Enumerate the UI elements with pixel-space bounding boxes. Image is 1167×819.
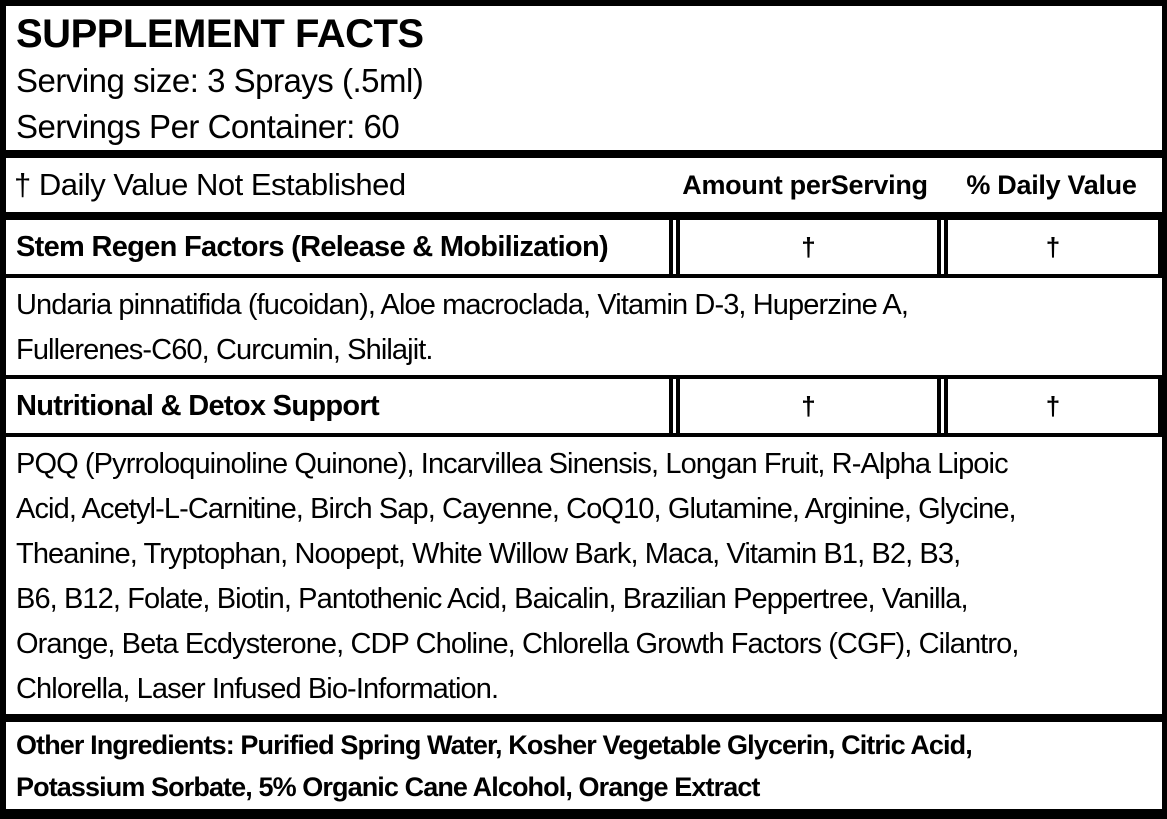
thick-divider <box>6 714 1162 722</box>
column-header-row: † Daily Value Not Established Amount per… <box>6 158 1162 212</box>
serving-size-text: Serving size: 3 Sprays (.5ml) <box>16 62 424 99</box>
table-row-stem-regen-factors: Stem Regen Factors (Release & Mobilizati… <box>6 220 1162 274</box>
table-row-nutritional-detox-support: Nutritional & Detox Support † † <box>6 379 1162 433</box>
amount-per-serving-header: Amount perServing <box>682 169 928 200</box>
percent-daily-value-header: % Daily Value <box>966 169 1137 200</box>
label-header-section: SUPPLEMENT FACTS Serving size: 3 Sprays … <box>6 6 1162 150</box>
thin-divider <box>6 274 1162 278</box>
thin-divider <box>6 433 1162 437</box>
amount-cell: † <box>676 379 941 433</box>
daily-value-cell: † <box>944 379 1162 433</box>
dagger-symbol: † <box>1045 390 1061 421</box>
row-label: Nutritional & Detox Support <box>6 379 673 433</box>
dagger-symbol: † <box>801 231 816 262</box>
daily-value-note: † Daily Value Not Established <box>14 167 406 202</box>
nutritional-detox-ingredients-text: PQQ (Pyrroloquinoline Quinone), Incarvil… <box>16 448 1019 705</box>
thin-divider <box>6 375 1162 379</box>
amount-cell: † <box>676 220 941 274</box>
thick-divider <box>6 212 1162 220</box>
row-label: Stem Regen Factors (Release & Mobilizati… <box>6 220 673 274</box>
servings-per-container-text: Servings Per Container: 60 <box>16 108 400 145</box>
dagger-symbol: † <box>801 390 816 421</box>
label-title: SUPPLEMENT FACTS <box>16 12 424 56</box>
dagger-symbol: † <box>1045 231 1061 262</box>
thick-divider <box>6 150 1162 158</box>
stem-regen-ingredients-text: Undaria pinnatifida (fucoidan), Aloe mac… <box>16 289 909 366</box>
daily-value-cell: † <box>944 220 1162 274</box>
other-ingredients-text: Other Ingredients: Purified Spring Water… <box>16 730 973 802</box>
